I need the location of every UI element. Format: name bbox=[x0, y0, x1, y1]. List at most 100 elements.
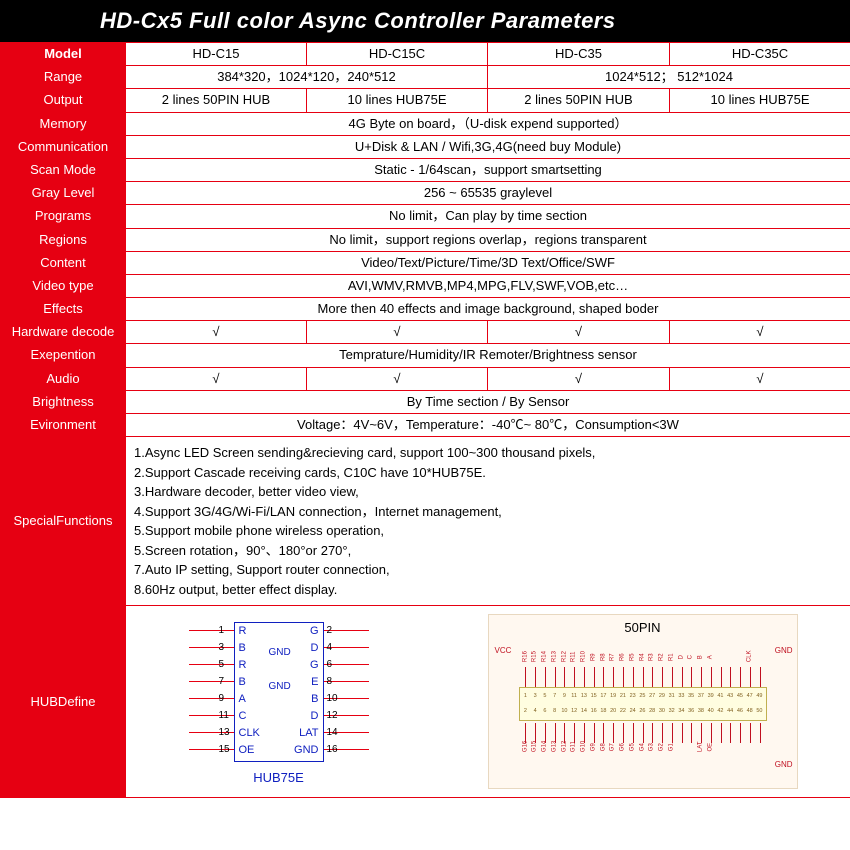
hub75e-rightnum: 2 bbox=[327, 626, 333, 636]
hub75e-gnd1: GND bbox=[269, 646, 291, 660]
row-memory: Memory 4G Byte on board，（U-disk expend s… bbox=[1, 112, 850, 135]
hub75e-leftpin: OE bbox=[239, 745, 255, 756]
hub75e-leftnum: 15 bbox=[219, 745, 230, 755]
parameters-table: Model HD-C15 HD-C15C HD-C35 HD-C35C Rang… bbox=[0, 42, 850, 798]
row-graylevel: Gray Level 256 ~ 65535 graylevel bbox=[1, 182, 850, 205]
val-range-left: 384*320，1024*120，240*512 bbox=[126, 66, 488, 89]
row-environment: Evironment Voltage：4V~6V，Temperature：-40… bbox=[1, 414, 850, 437]
col-c15: HD-C15 bbox=[126, 43, 307, 66]
val-audio-c35c: √ bbox=[670, 367, 850, 390]
pin50-title: 50PIN bbox=[489, 619, 797, 637]
hub75e-gnd2: GND bbox=[269, 680, 291, 694]
val-hw-c35c: √ bbox=[670, 321, 850, 344]
hub75e-leftnum: 5 bbox=[219, 660, 225, 670]
val-output-c15c: 10 lines HUB75E bbox=[307, 89, 488, 112]
label-graylevel: Gray Level bbox=[1, 182, 126, 205]
hub75e-rightpin: G bbox=[310, 626, 319, 637]
hub75e-rightpin: LAT bbox=[299, 728, 318, 739]
val-range-right: 1024*512； 512*1024 bbox=[488, 66, 850, 89]
pin50-leads-bot bbox=[521, 723, 765, 743]
hub75e-rightpin: B bbox=[311, 694, 318, 705]
val-effects: More then 40 effects and image backgroun… bbox=[126, 298, 850, 321]
val-communication: U+Disk & LAN / Wifi,3G,4G(need buy Modul… bbox=[126, 135, 850, 158]
hub75e-diagram: 12RG34BD56RG78BE910AB1112CD1314CLKLAT151… bbox=[179, 614, 379, 789]
val-hw-c15c: √ bbox=[307, 321, 488, 344]
pin50-vcc: VCC bbox=[495, 645, 512, 656]
val-scanmode: Static - 1/64scan，support smartsetting bbox=[126, 158, 850, 181]
special-line-5: 5.Support mobile phone wireless operatio… bbox=[134, 521, 842, 541]
row-hwdecode: Hardware decode √ √ √ √ bbox=[1, 321, 850, 344]
hub75e-leftpin: B bbox=[239, 677, 246, 688]
hub75e-rightnum: 14 bbox=[327, 728, 338, 738]
hub75e-leftnum: 9 bbox=[219, 694, 225, 704]
label-effects: Effects bbox=[1, 298, 126, 321]
val-memory: 4G Byte on board，（U-disk expend supporte… bbox=[126, 112, 850, 135]
pin50-numbers: 1357911131517192123252729313335373941434… bbox=[521, 689, 765, 719]
row-regions: Regions No limit，support regions overlap… bbox=[1, 228, 850, 251]
val-hw-c35: √ bbox=[488, 321, 670, 344]
hub75e-leftpin: C bbox=[239, 711, 247, 722]
hub75e-leftpin: A bbox=[239, 694, 246, 705]
label-range: Range bbox=[1, 66, 126, 89]
pin50-leads-top bbox=[521, 667, 765, 687]
special-line-6: 5.Screen rotation，90°、180°or 270°, bbox=[134, 541, 842, 561]
label-audio: Audio bbox=[1, 367, 126, 390]
label-communication: Communication bbox=[1, 135, 126, 158]
label-programs: Programs bbox=[1, 205, 126, 228]
pin50-diagram: 50PIN VCC GND GND 1357911131517192123252… bbox=[488, 614, 798, 789]
label-hubdefine: HUBDefine bbox=[1, 606, 126, 798]
val-audio-c35: √ bbox=[488, 367, 670, 390]
pin50-gnd-bot: GND bbox=[775, 759, 793, 770]
row-scanmode: Scan Mode Static - 1/64scan，support smar… bbox=[1, 158, 850, 181]
hub75e-rightnum: 4 bbox=[327, 643, 333, 653]
label-memory: Memory bbox=[1, 112, 126, 135]
row-output: Output 2 lines 50PIN HUB 10 lines HUB75E… bbox=[1, 89, 850, 112]
pin50-top-labels: R16R15R14R13R12R11R10R9R8R7R6R5R4R3R2R1D… bbox=[521, 653, 765, 661]
label-hwdecode: Hardware decode bbox=[1, 321, 126, 344]
label-regions: Regions bbox=[1, 228, 126, 251]
row-model: Model HD-C15 HD-C15C HD-C35 HD-C35C bbox=[1, 43, 850, 66]
hub75e-rightnum: 6 bbox=[327, 660, 333, 670]
val-output-c35c: 10 lines HUB75E bbox=[670, 89, 850, 112]
pin50-bot-labels: G16G15G14G13G12G11G10G9G8G7G6G5G4G3G2G1L… bbox=[521, 743, 765, 751]
row-communication: Communication U+Disk & LAN / Wifi,3G,4G(… bbox=[1, 135, 850, 158]
val-programs: No limit，Can play by time section bbox=[126, 205, 850, 228]
hub75e-leftnum: 3 bbox=[219, 643, 225, 653]
hub75e-leftpin: B bbox=[239, 643, 246, 654]
col-c35c: HD-C35C bbox=[670, 43, 850, 66]
hub75e-leftpin: R bbox=[239, 660, 247, 671]
label-brightness: Brightness bbox=[1, 390, 126, 413]
hub75e-leftnum: 11 bbox=[219, 711, 229, 721]
label-videotype: Video type bbox=[1, 274, 126, 297]
hub75e-title: HUB75E bbox=[179, 769, 379, 787]
row-effects: Effects More then 40 effects and image b… bbox=[1, 298, 850, 321]
hub75e-rightpin: E bbox=[311, 677, 318, 688]
row-content: Content Video/Text/Picture/Time/3D Text/… bbox=[1, 251, 850, 274]
row-exepention: Exepention Temprature/Humidity/IR Remote… bbox=[1, 344, 850, 367]
val-output-c35: 2 lines 50PIN HUB bbox=[488, 89, 670, 112]
hub75e-rightpin: D bbox=[311, 711, 319, 722]
col-c35: HD-C35 bbox=[488, 43, 670, 66]
page-title: HD-Cx5 Full color Async Controller Param… bbox=[0, 0, 850, 42]
val-graylevel: 256 ~ 65535 graylevel bbox=[126, 182, 850, 205]
hdr-model: Model bbox=[1, 43, 126, 66]
label-special: SpecialFunctions bbox=[1, 437, 126, 606]
row-audio: Audio √ √ √ √ bbox=[1, 367, 850, 390]
label-content: Content bbox=[1, 251, 126, 274]
hub75e-leftnum: 13 bbox=[219, 728, 230, 738]
hub75e-rightpin: GND bbox=[294, 745, 318, 756]
hub75e-leftpin: R bbox=[239, 626, 247, 637]
val-hubdefine: 12RG34BD56RG78BE910AB1112CD1314CLKLAT151… bbox=[126, 606, 850, 798]
hub75e-rightnum: 10 bbox=[327, 694, 338, 704]
hub75e-leftnum: 1 bbox=[219, 626, 225, 636]
hub75e-rightpin: D bbox=[311, 643, 319, 654]
val-brightness: By Time section / By Sensor bbox=[126, 390, 850, 413]
special-line-2: 2.Support Cascade receiving cards, C10C … bbox=[134, 463, 842, 483]
label-output: Output bbox=[1, 89, 126, 112]
row-hubdefine: HUBDefine 12RG34BD56RG78BE910AB1112CD131… bbox=[1, 606, 850, 798]
row-brightness: Brightness By Time section / By Sensor bbox=[1, 390, 850, 413]
special-line-4: 4.Support 3G/4G/Wi-Fi/LAN connection，Int… bbox=[134, 502, 842, 522]
val-hw-c15: √ bbox=[126, 321, 307, 344]
row-range: Range 384*320，1024*120，240*512 1024*512；… bbox=[1, 66, 850, 89]
val-environment: Voltage：4V~6V，Temperature：-40℃~ 80℃，Cons… bbox=[126, 414, 850, 437]
